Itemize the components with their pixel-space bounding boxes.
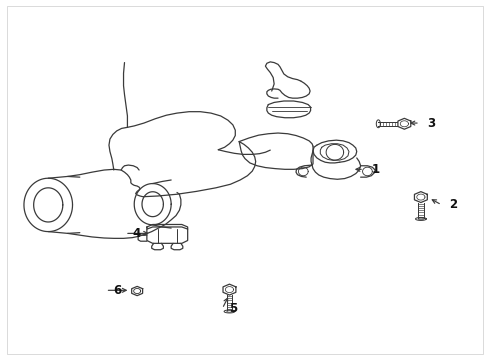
Text: 4: 4 [132, 227, 141, 240]
Text: 2: 2 [449, 198, 457, 211]
Text: 3: 3 [427, 117, 435, 130]
Text: 1: 1 [371, 163, 379, 176]
Text: 5: 5 [229, 302, 238, 315]
Text: 6: 6 [113, 284, 121, 297]
